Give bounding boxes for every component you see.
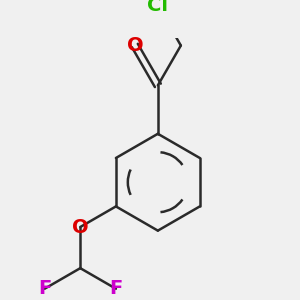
- Text: F: F: [38, 279, 51, 298]
- Text: O: O: [127, 36, 143, 55]
- Text: F: F: [109, 279, 122, 298]
- Text: O: O: [72, 218, 88, 236]
- Text: Cl: Cl: [147, 0, 168, 15]
